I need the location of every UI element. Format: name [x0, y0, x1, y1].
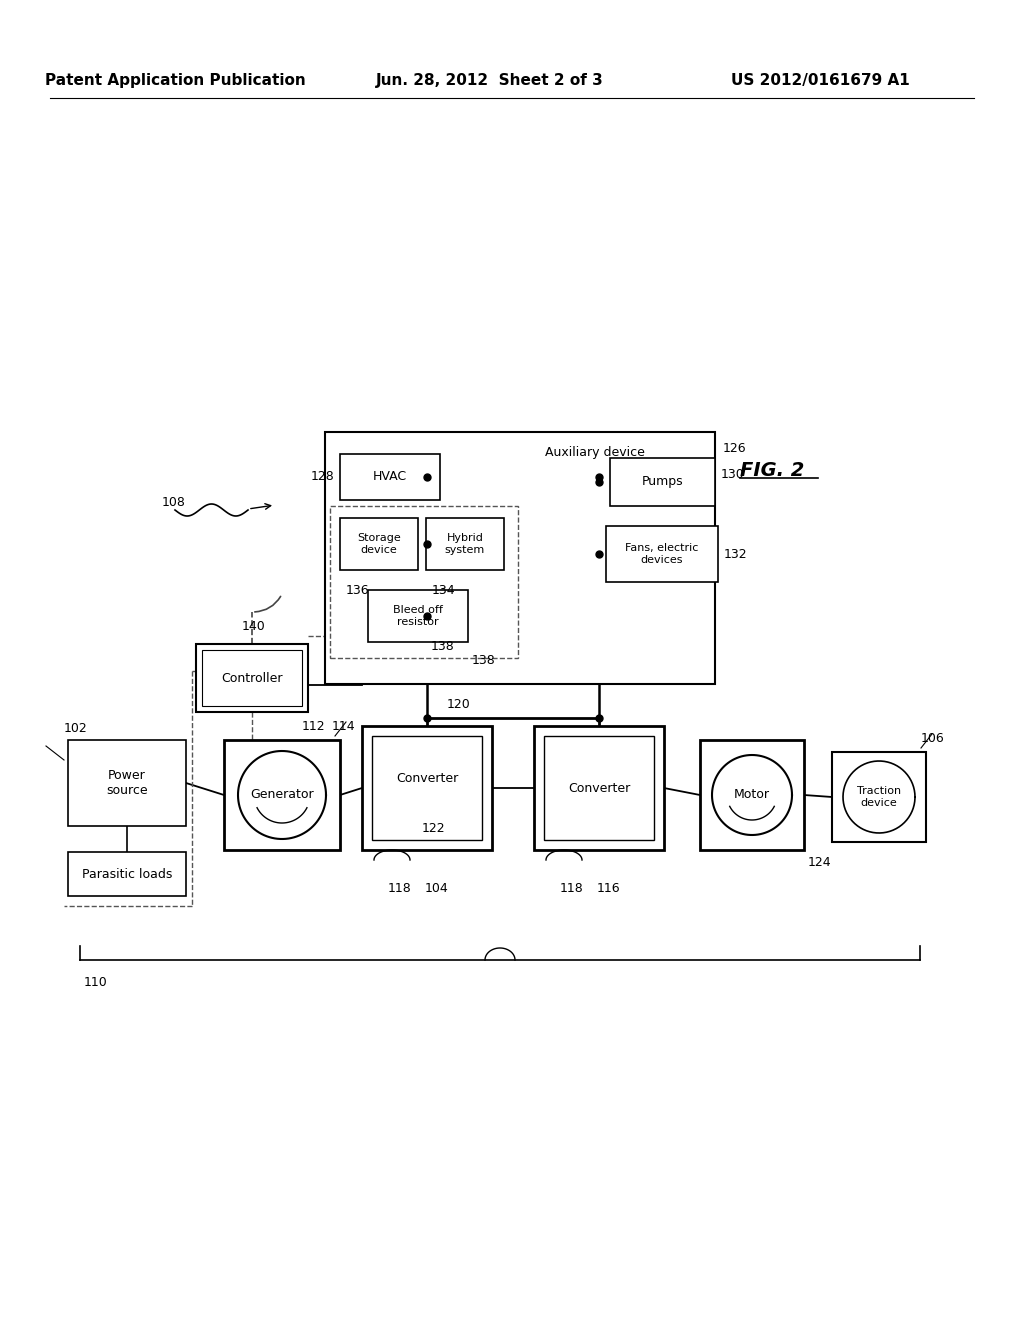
- Bar: [202, 649, 302, 706]
- Bar: [340, 517, 418, 570]
- Text: 128: 128: [310, 470, 334, 483]
- Bar: [68, 741, 186, 826]
- Text: 140: 140: [242, 619, 266, 632]
- Text: 104: 104: [425, 882, 449, 895]
- Bar: [340, 454, 440, 500]
- Text: 130: 130: [721, 469, 744, 480]
- Bar: [372, 737, 482, 840]
- Text: 106: 106: [921, 731, 945, 744]
- Text: Power
source: Power source: [106, 770, 147, 797]
- Text: Converter: Converter: [568, 781, 630, 795]
- Text: Hybrid
system: Hybrid system: [444, 533, 485, 554]
- Text: Bleed off
resistor: Bleed off resistor: [393, 605, 443, 627]
- Text: 134: 134: [432, 583, 456, 597]
- Text: 132: 132: [724, 548, 748, 561]
- Text: 110: 110: [84, 975, 108, 989]
- Text: 120: 120: [447, 697, 471, 710]
- Bar: [534, 726, 664, 850]
- Text: 108: 108: [162, 495, 186, 508]
- Text: Traction
device: Traction device: [857, 787, 901, 808]
- Bar: [362, 726, 492, 850]
- Text: Storage
device: Storage device: [357, 533, 400, 554]
- Bar: [426, 517, 504, 570]
- Text: Controller: Controller: [221, 672, 283, 685]
- Text: Auxiliary device: Auxiliary device: [545, 446, 645, 459]
- Text: HVAC: HVAC: [373, 470, 408, 483]
- Text: Parasitic loads: Parasitic loads: [82, 867, 172, 880]
- Text: 102: 102: [63, 722, 88, 734]
- Text: 136: 136: [346, 583, 370, 597]
- Text: 138: 138: [472, 653, 496, 667]
- Bar: [330, 506, 518, 657]
- Bar: [700, 741, 804, 850]
- Text: Motor: Motor: [734, 788, 770, 801]
- Bar: [606, 525, 718, 582]
- Text: 118: 118: [560, 882, 584, 895]
- Text: Converter: Converter: [396, 771, 458, 784]
- Text: FIG. 2: FIG. 2: [740, 461, 805, 479]
- Bar: [368, 590, 468, 642]
- Text: 122: 122: [422, 822, 445, 836]
- Bar: [325, 432, 715, 684]
- Bar: [610, 458, 715, 506]
- Text: Jun. 28, 2012  Sheet 2 of 3: Jun. 28, 2012 Sheet 2 of 3: [376, 73, 604, 87]
- Text: 112: 112: [302, 719, 326, 733]
- Bar: [224, 741, 340, 850]
- Text: 114: 114: [332, 719, 355, 733]
- Text: Fans, electric
devices: Fans, electric devices: [626, 544, 698, 565]
- Text: US 2012/0161679 A1: US 2012/0161679 A1: [731, 73, 909, 87]
- Text: Patent Application Publication: Patent Application Publication: [45, 73, 305, 87]
- Bar: [68, 851, 186, 896]
- Text: 126: 126: [723, 442, 746, 455]
- Text: Pumps: Pumps: [642, 475, 683, 488]
- Bar: [831, 752, 926, 842]
- Text: 118: 118: [388, 882, 412, 895]
- Text: Generator: Generator: [250, 788, 313, 801]
- Text: 124: 124: [808, 855, 831, 869]
- Bar: [196, 644, 308, 711]
- Text: 138: 138: [431, 640, 455, 653]
- Text: 116: 116: [597, 882, 621, 895]
- Bar: [544, 737, 654, 840]
